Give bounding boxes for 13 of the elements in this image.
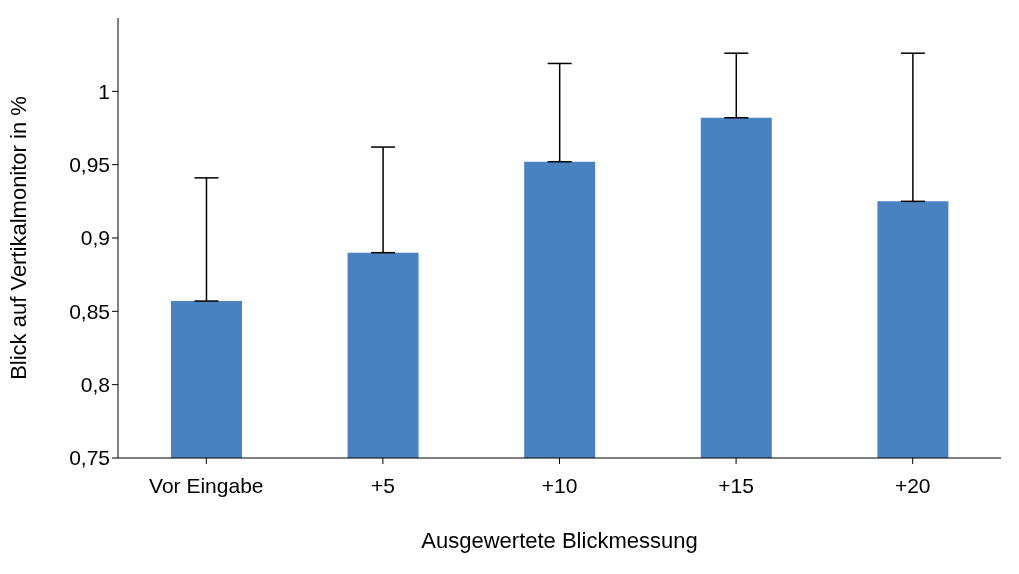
y-tick-label: 1 [98,79,110,103]
x-tick-label: +5 [370,473,395,497]
y-axis-title: Blick auf Vertikalmonitor in % [5,96,31,380]
y-tick-label: 0,9 [80,226,110,250]
x-tick-label: Vor Eingabe [149,473,264,497]
x-tick-label: +15 [718,473,754,497]
y-tick-label: 0,75 [69,446,110,470]
x-axis-title: Ausgewertete Blickmessung [421,528,698,553]
y-tick-label: 0,95 [69,153,110,177]
y-tick-label: 0,8 [80,373,110,397]
x-tick-label: +20 [894,473,931,497]
y-tick-label: 0,85 [69,299,110,323]
x-tick-label: +10 [541,473,578,497]
